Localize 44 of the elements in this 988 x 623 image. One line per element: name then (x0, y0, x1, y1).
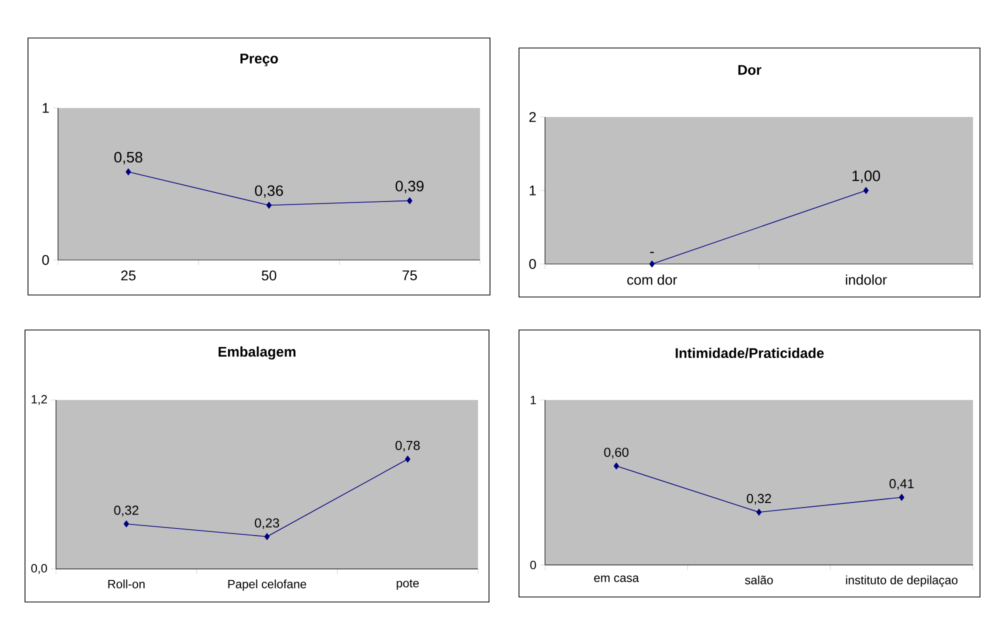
x-tick-label: pote (396, 580, 419, 590)
x-tick-label: salão (744, 576, 773, 584)
y-tick-label: 1 (530, 186, 536, 196)
x-tick-label: 25 (121, 270, 136, 280)
point (266, 202, 272, 209)
data-label: 0,23 (254, 518, 280, 530)
x-tick-label: em casa (594, 576, 639, 582)
y-tick-label: 0 (42, 255, 49, 265)
data-label: 0,39 (396, 180, 424, 194)
x-tick-label: com dor (627, 274, 678, 285)
y-tick-label: 0 (529, 259, 536, 269)
data-label: 0,36 (254, 185, 283, 198)
point (756, 508, 762, 516)
x-tick-label: instituto de depilaçao (846, 576, 958, 587)
chart-title: Dor (738, 65, 762, 75)
x-tick-label: indolor (846, 274, 887, 285)
point (407, 197, 412, 204)
point (126, 168, 131, 176)
y-tick-label: 0 (530, 560, 536, 570)
point (899, 494, 904, 501)
chart-title: Intimidade/Praticidade (676, 348, 824, 358)
chart-title: Preço (240, 54, 278, 66)
point (124, 520, 129, 528)
point (614, 462, 619, 470)
y-tick-label: 0,0 (31, 564, 48, 574)
x-tick-label: Papel celofane (228, 580, 306, 591)
data-label: 0,32 (114, 506, 138, 516)
point (264, 533, 270, 540)
data-label: 0,58 (114, 152, 142, 164)
data-label: 1,00 (852, 170, 880, 183)
data-label: 0,60 (604, 448, 628, 458)
x-tick-label: Roll-on (108, 580, 145, 588)
data-label: 0,78 (396, 440, 420, 452)
chart-title: Embalagem (218, 346, 296, 360)
y-tick-label: 1 (42, 103, 49, 113)
point (405, 456, 410, 463)
y-tick-label: 2 (529, 112, 536, 122)
x-tick-label: 75 (402, 270, 417, 280)
y-tick-label: 1,2 (32, 395, 47, 405)
data-label: 0,41 (890, 479, 914, 490)
x-tick-label: 50 (262, 270, 276, 280)
data-label: - (650, 252, 654, 254)
data-label: 0,32 (746, 494, 771, 505)
y-tick-label: 1 (530, 396, 536, 404)
